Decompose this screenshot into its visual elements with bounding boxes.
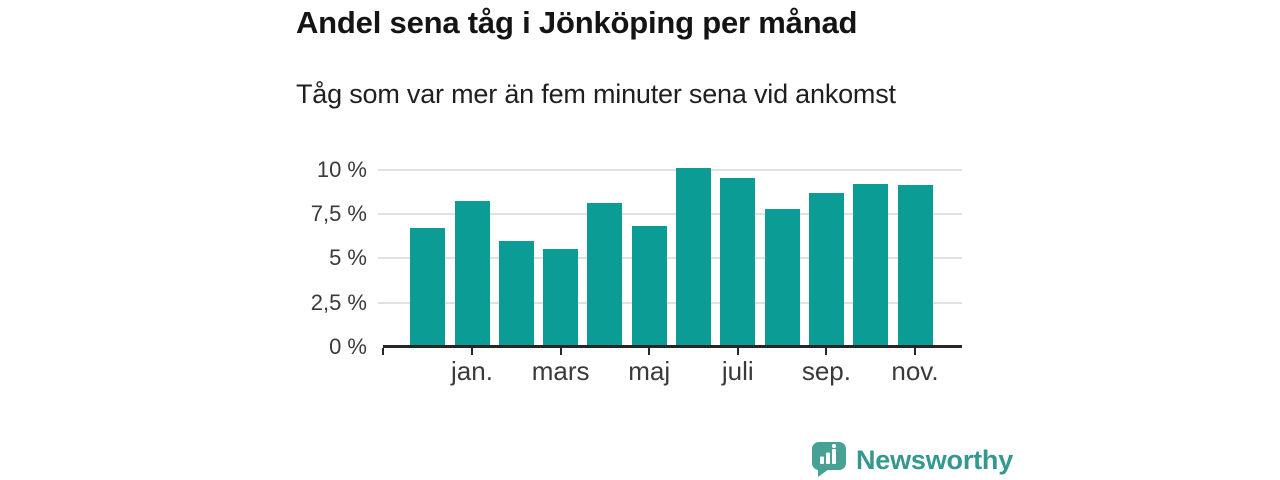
bar — [410, 228, 446, 347]
bar — [808, 192, 844, 347]
y-axis-tick-label: 2,5 % — [310, 289, 367, 315]
x-axis-line — [383, 345, 962, 348]
bar — [454, 201, 490, 347]
bar — [498, 240, 534, 347]
gridline — [378, 212, 962, 215]
bar — [897, 185, 933, 347]
gridline — [378, 301, 962, 304]
speech-bubble-bar-chart-icon — [812, 442, 846, 477]
y-axis-tick-label: 7,5 % — [310, 200, 367, 226]
y-axis-tick-label: 0 % — [329, 334, 367, 359]
x-axis-tick — [648, 348, 651, 355]
y-axis-tick-label: 5 % — [329, 245, 367, 271]
bar — [587, 203, 623, 347]
bar — [676, 167, 711, 347]
x-axis-tick — [914, 348, 916, 355]
bar — [764, 208, 800, 347]
x-axis-tick-label: maj — [628, 356, 671, 386]
x-axis-tick — [471, 348, 473, 355]
x-axis-tick-label: sep. — [801, 356, 851, 386]
bar — [853, 183, 889, 347]
bar — [720, 178, 756, 347]
x-axis-tick-label: mars — [531, 356, 590, 386]
x-axis-tick-label: jan. — [451, 356, 493, 386]
y-axis-tick-label: 10 % — [316, 156, 367, 182]
x-axis-tick-label: nov. — [891, 356, 939, 386]
gridline — [378, 168, 962, 171]
x-axis-tick — [382, 348, 384, 355]
bar — [543, 249, 579, 347]
x-axis-tick-label: juli — [721, 356, 754, 386]
newsworthy-logo-text: Newsworthy — [856, 445, 1014, 475]
chart-title: Andel sena tåg i Jönköping per månad — [296, 5, 858, 40]
x-axis-tick — [825, 348, 828, 355]
x-axis-tick — [736, 348, 739, 355]
chart-subtitle: Tåg som var mer än fem minuter sena vid … — [296, 79, 896, 109]
bar — [631, 226, 667, 347]
newsworthy-logo[interactable]: Newsworthy — [812, 442, 1013, 480]
gridline — [378, 257, 962, 260]
x-axis-tick — [559, 348, 562, 355]
